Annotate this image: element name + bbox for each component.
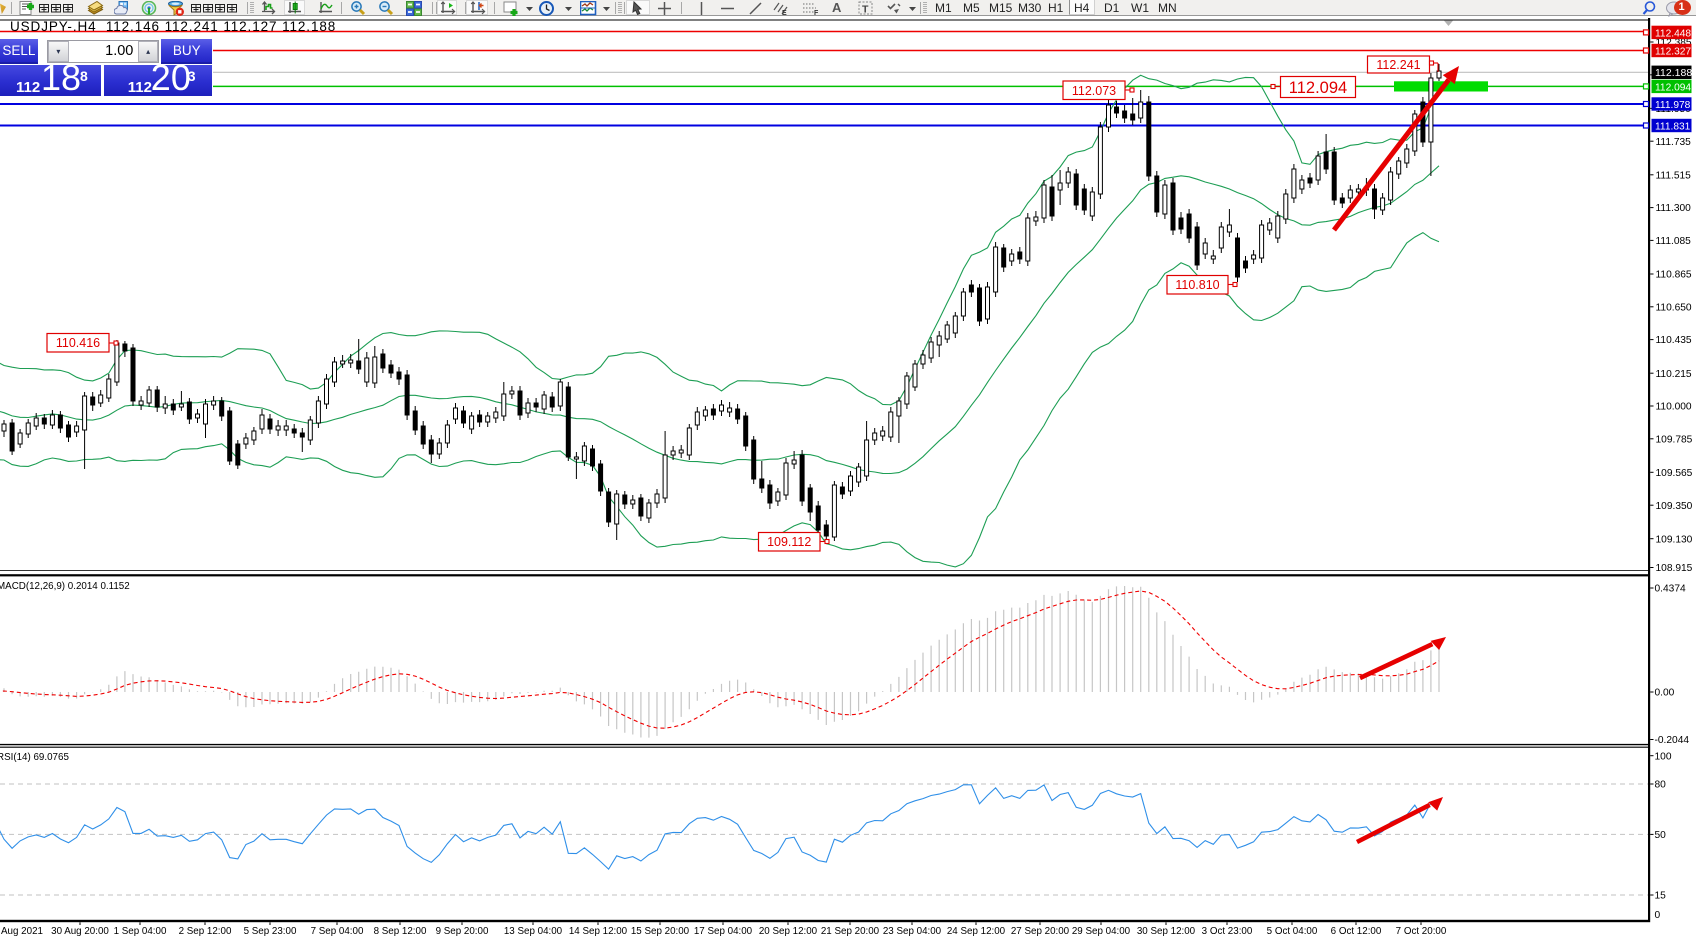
svg-text:80: 80 xyxy=(1655,780,1667,791)
svg-text:7 Sep 04:00: 7 Sep 04:00 xyxy=(311,926,364,937)
svg-text:15: 15 xyxy=(1655,891,1667,902)
svg-text:F: F xyxy=(814,10,819,16)
svg-text:17 Sep 04:00: 17 Sep 04:00 xyxy=(694,926,753,937)
svg-text:109.112: 109.112 xyxy=(767,535,811,549)
svg-text:100: 100 xyxy=(1655,751,1672,762)
svg-text:5 Oct 04:00: 5 Oct 04:00 xyxy=(1267,926,1318,937)
svg-text:15 Sep 20:00: 15 Sep 20:00 xyxy=(631,926,690,937)
svg-text:RSI(14) 69.0765: RSI(14) 69.0765 xyxy=(0,752,69,763)
svg-text:2 Sep 12:00: 2 Sep 12:00 xyxy=(179,926,232,937)
svg-text:112.327: 112.327 xyxy=(1655,46,1691,57)
svg-text:20 Sep 12:00: 20 Sep 12:00 xyxy=(759,926,818,937)
svg-text:112.241: 112.241 xyxy=(1376,58,1420,72)
svg-text:1 Sep 04:00: 1 Sep 04:00 xyxy=(114,926,167,937)
svg-text:110.650: 110.650 xyxy=(1656,302,1692,313)
svg-text:110.215: 110.215 xyxy=(1656,369,1692,380)
svg-text:0.4374: 0.4374 xyxy=(1655,584,1686,595)
svg-text:110.865: 110.865 xyxy=(1656,270,1692,281)
svg-text:108.915: 108.915 xyxy=(1656,563,1693,574)
svg-text:109.130: 109.130 xyxy=(1656,534,1693,545)
svg-text:MACD(12,26,9) 0.2014 0.1152: MACD(12,26,9) 0.2014 0.1152 xyxy=(0,581,130,592)
svg-text:109.565: 109.565 xyxy=(1656,468,1693,479)
svg-text:5 Sep 23:00: 5 Sep 23:00 xyxy=(244,926,297,937)
svg-text:109.785: 109.785 xyxy=(1656,434,1693,445)
svg-text:6 Oct 12:00: 6 Oct 12:00 xyxy=(1331,926,1382,937)
svg-text:0: 0 xyxy=(1655,910,1661,921)
svg-text:112.448: 112.448 xyxy=(1655,28,1691,39)
svg-text:112.385: 112.385 xyxy=(1656,38,1692,49)
svg-text:T: T xyxy=(862,4,869,16)
svg-text:112.188: 112.188 xyxy=(1655,67,1692,79)
svg-text:111.831: 111.831 xyxy=(1655,121,1691,132)
svg-text:E: E xyxy=(782,10,787,16)
svg-text:9 Sep 20:00: 9 Sep 20:00 xyxy=(436,926,489,937)
svg-text:27 Sep 20:00: 27 Sep 20:00 xyxy=(1011,926,1070,937)
svg-text:21 Sep 20:00: 21 Sep 20:00 xyxy=(821,926,880,937)
svg-text:50: 50 xyxy=(1655,830,1667,841)
svg-text:29 Sep 04:00: 29 Sep 04:00 xyxy=(1072,926,1131,937)
svg-text:0.00: 0.00 xyxy=(1655,688,1675,699)
svg-text:112.073: 112.073 xyxy=(1072,84,1116,98)
svg-text:Aug 2021: Aug 2021 xyxy=(1,926,43,937)
svg-text:110.000: 110.000 xyxy=(1656,402,1692,413)
svg-text:8 Sep 12:00: 8 Sep 12:00 xyxy=(374,926,427,937)
svg-text:USDJPY-.H4 112.146 112.241 11: USDJPY-.H4 112.146 112.241 112.127 112.1… xyxy=(10,19,336,34)
svg-text:24 Sep 12:00: 24 Sep 12:00 xyxy=(947,926,1006,937)
svg-text:3 Oct 23:00: 3 Oct 23:00 xyxy=(1202,926,1253,937)
svg-text:111.300: 111.300 xyxy=(1656,203,1692,214)
svg-text:112.094: 112.094 xyxy=(1289,79,1347,97)
svg-text:110.435: 110.435 xyxy=(1656,335,1692,346)
svg-text:111.085: 111.085 xyxy=(1656,236,1692,247)
svg-text:23 Sep 04:00: 23 Sep 04:00 xyxy=(883,926,942,937)
svg-text:30 Sep 12:00: 30 Sep 12:00 xyxy=(1137,926,1196,937)
svg-text:111.515: 111.515 xyxy=(1656,170,1692,181)
svg-text:14 Sep 12:00: 14 Sep 12:00 xyxy=(569,926,628,937)
svg-text:111.978: 111.978 xyxy=(1655,100,1691,111)
svg-text:111.735: 111.735 xyxy=(1656,137,1692,148)
svg-text:109.350: 109.350 xyxy=(1656,501,1693,512)
svg-text:110.416: 110.416 xyxy=(56,336,100,350)
svg-text:-0.2044: -0.2044 xyxy=(1655,735,1690,746)
svg-text:13 Sep 04:00: 13 Sep 04:00 xyxy=(504,926,563,937)
svg-text:7 Oct 20:00: 7 Oct 20:00 xyxy=(1396,926,1447,937)
svg-text:112.094: 112.094 xyxy=(1655,82,1691,93)
svg-text:110.810: 110.810 xyxy=(1175,278,1219,292)
svg-text:30 Aug 20:00: 30 Aug 20:00 xyxy=(51,926,109,937)
